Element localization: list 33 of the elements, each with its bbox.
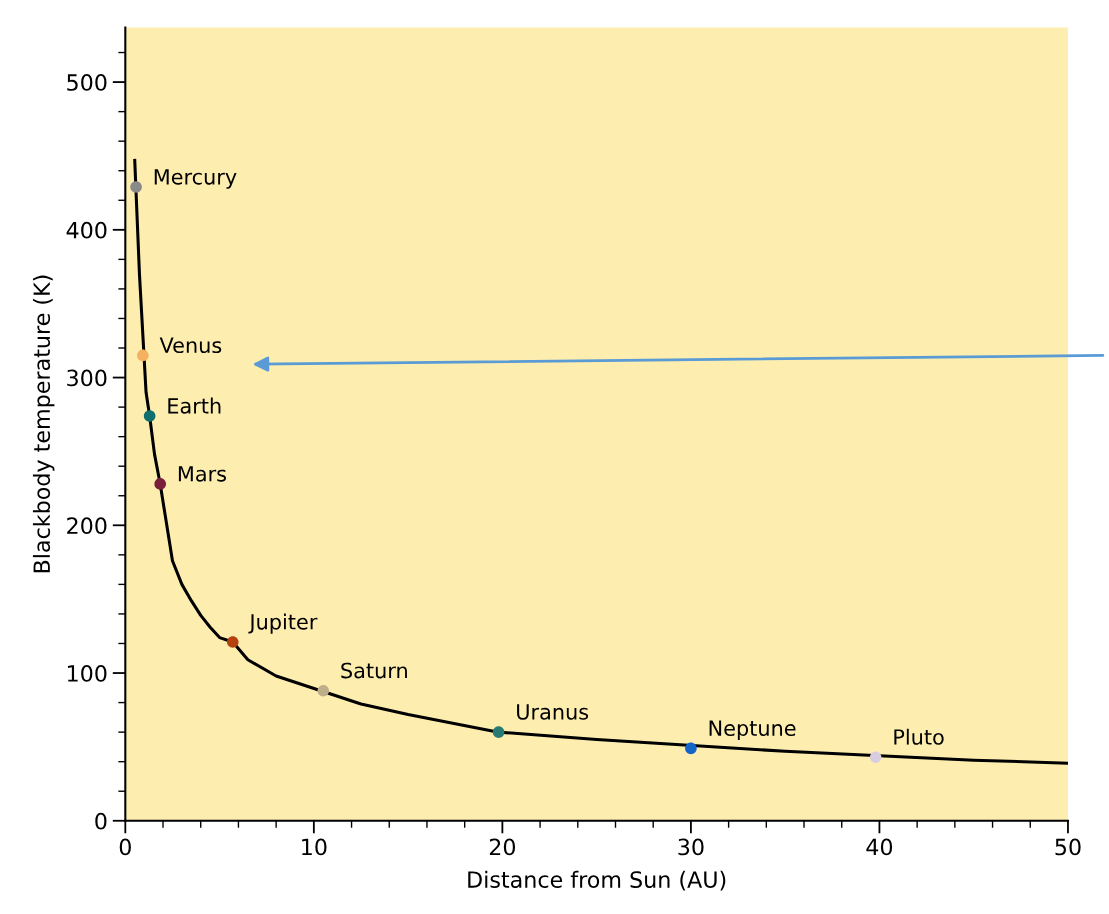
x-tick-label: 50	[1055, 838, 1081, 856]
point	[130, 181, 142, 193]
line-series	[133, 158, 1068, 765]
annotation: Mercury	[154, 169, 237, 189]
point	[226, 636, 239, 648]
annotation: Earth	[168, 397, 221, 414]
annotation: Neptune	[709, 720, 796, 741]
y-tick-label: 500	[67, 74, 107, 91]
x-tick-label: 40	[866, 838, 893, 856]
y-tick-label: 0	[95, 812, 107, 830]
annotation: Mars	[178, 466, 227, 482]
x-axis-title: Distance from Sun (AU)	[468, 870, 726, 891]
point	[685, 742, 697, 755]
x-tick-label: 20	[489, 838, 516, 856]
x-tick-label: 30	[678, 838, 704, 856]
x-tick-label: 0	[119, 838, 131, 856]
annotation: Saturn	[341, 662, 407, 679]
y-tick-label: 200	[67, 517, 107, 535]
y-tick-label: 400	[66, 221, 107, 239]
point	[317, 684, 330, 697]
annotation: Pluto	[894, 728, 944, 745]
y-axis-title: Blackbody temperature (K)	[32, 275, 55, 573]
point	[137, 349, 149, 362]
annotation: Jupiter	[248, 613, 318, 634]
point	[869, 751, 882, 764]
y-tick-label: 100	[67, 664, 107, 682]
y-tick-label: 300	[67, 369, 107, 387]
annotation: Venus	[159, 337, 222, 354]
annotation: Uranus	[517, 704, 589, 720]
point	[154, 478, 166, 490]
x-tick-label: 10	[302, 838, 327, 856]
point	[143, 410, 156, 422]
point	[492, 726, 505, 738]
